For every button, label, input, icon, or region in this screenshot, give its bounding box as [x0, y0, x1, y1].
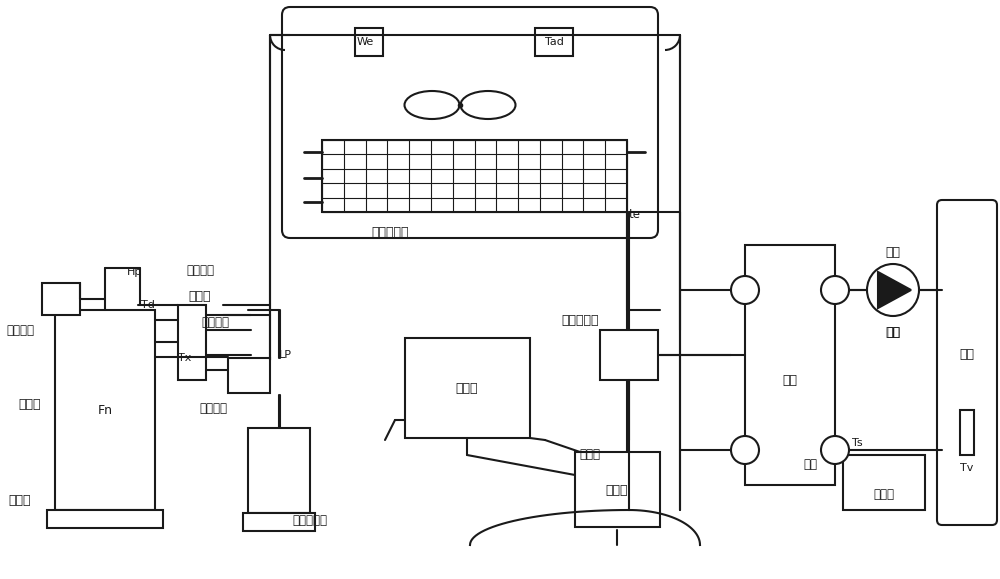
- Bar: [600, 330, 658, 380]
- Text: Fn: Fn: [98, 404, 112, 416]
- Text: 出水: 出水: [886, 325, 900, 339]
- Text: We: We: [356, 37, 374, 47]
- Circle shape: [731, 276, 759, 304]
- FancyBboxPatch shape: [282, 7, 658, 238]
- Text: 板换: 板换: [782, 373, 798, 387]
- Bar: [405, 338, 530, 438]
- Circle shape: [731, 436, 759, 464]
- Circle shape: [821, 436, 849, 464]
- Text: 压缩机: 压缩机: [19, 398, 41, 412]
- Ellipse shape: [460, 91, 516, 119]
- Text: Ts: Ts: [852, 438, 862, 448]
- Text: 低压开关: 低压开关: [199, 401, 227, 415]
- Text: Td: Td: [141, 300, 155, 310]
- Bar: [575, 452, 660, 527]
- Bar: [178, 305, 206, 380]
- Text: te: te: [629, 208, 641, 222]
- Text: 出水: 出水: [886, 325, 900, 339]
- Text: 四通阀: 四通阀: [189, 290, 211, 302]
- Text: 水泵: 水泵: [886, 245, 900, 258]
- Bar: [843, 455, 925, 510]
- Circle shape: [867, 264, 919, 316]
- Text: 水筱: 水筱: [960, 349, 974, 361]
- Text: Hp: Hp: [127, 267, 143, 277]
- Text: Tad: Tad: [545, 37, 563, 47]
- Text: 压缩机: 压缩机: [9, 493, 31, 507]
- Bar: [243, 513, 315, 531]
- Text: 线控器: 线控器: [874, 489, 895, 501]
- Text: 主控板: 主控板: [456, 382, 478, 394]
- Ellipse shape: [404, 91, 460, 119]
- Bar: [228, 358, 270, 393]
- Bar: [960, 410, 974, 455]
- Text: LP: LP: [278, 350, 292, 360]
- Polygon shape: [878, 272, 911, 308]
- Text: 进水: 进水: [803, 457, 817, 471]
- Text: 排气温度: 排气温度: [186, 263, 214, 277]
- Bar: [322, 140, 627, 212]
- Bar: [355, 28, 383, 56]
- Text: 室外换热器: 室外换热器: [371, 226, 409, 240]
- Bar: [47, 510, 163, 528]
- Text: 高压开关: 高压开关: [6, 324, 34, 336]
- Circle shape: [821, 276, 849, 304]
- Text: Tx: Tx: [178, 353, 192, 363]
- Bar: [745, 245, 835, 485]
- Text: 吸气温度: 吸气温度: [201, 316, 229, 328]
- Text: 变频器: 变频器: [606, 483, 628, 497]
- Text: Tv: Tv: [960, 463, 974, 473]
- Bar: [248, 428, 310, 513]
- Text: 气液分离器: 气液分离器: [292, 514, 328, 526]
- Text: 电子膜涨阀: 电子膜涨阀: [561, 313, 599, 327]
- Bar: [535, 28, 573, 56]
- Text: 通讯线: 通讯线: [580, 449, 600, 461]
- FancyBboxPatch shape: [937, 200, 997, 525]
- Bar: [42, 283, 80, 315]
- Bar: [55, 310, 155, 510]
